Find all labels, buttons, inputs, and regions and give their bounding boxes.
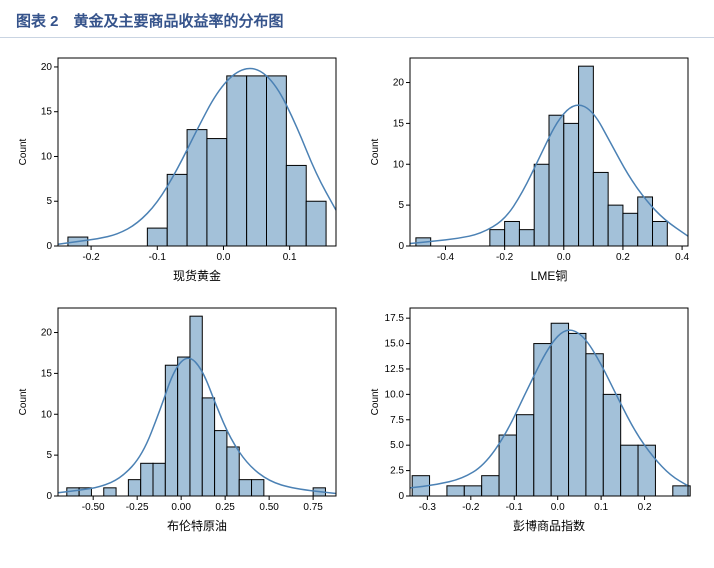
svg-text:20: 20 — [393, 78, 405, 89]
svg-text:0.50: 0.50 — [259, 502, 279, 513]
svg-text:-0.1: -0.1 — [149, 252, 167, 263]
svg-text:5: 5 — [398, 200, 404, 211]
svg-text:0.2: 0.2 — [638, 502, 652, 513]
svg-text:Count: Count — [370, 388, 381, 415]
svg-text:20: 20 — [41, 62, 53, 73]
panel-bcom: -0.3 -0.2 -0.1 0.0 0.1 0.2 0 2.5 5.0 7.5 10.0 12.5 1… — [366, 300, 700, 540]
svg-text:10: 10 — [393, 159, 405, 170]
svg-text:15: 15 — [41, 107, 53, 118]
svg-text:-0.2: -0.2 — [496, 252, 514, 263]
chart-grid: -0.2 -0.1 0.0 0.1 0 5 10 15 20 现货黄金 Count -0.4 -0.2… — [0, 38, 714, 548]
panel-copper: -0.4 -0.2 0.0 0.2 0.4 0 5 10 15 20 LME铜 Count — [366, 50, 700, 290]
svg-text:0.0: 0.0 — [217, 252, 231, 263]
svg-text:-0.25: -0.25 — [126, 502, 149, 513]
svg-text:0.1: 0.1 — [594, 502, 608, 513]
svg-text:0.1: 0.1 — [283, 252, 297, 263]
svg-text:0: 0 — [46, 491, 52, 502]
svg-text:20: 20 — [41, 328, 53, 339]
panel-gold: -0.2 -0.1 0.0 0.1 0 5 10 15 20 现货黄金 Count — [14, 50, 348, 290]
svg-text:17.5: 17.5 — [385, 313, 405, 324]
svg-text:Count: Count — [18, 138, 29, 165]
svg-text:0.0: 0.0 — [551, 502, 565, 513]
svg-text:-0.2: -0.2 — [82, 252, 100, 263]
svg-text:7.5: 7.5 — [390, 415, 404, 426]
svg-text:15: 15 — [393, 118, 405, 129]
svg-text:10: 10 — [41, 409, 53, 420]
svg-text:-0.4: -0.4 — [437, 252, 455, 263]
chart-svg-0: -0.2 -0.1 0.0 0.1 0 5 10 15 20 现货黄金 Count — [14, 50, 344, 290]
svg-text:0.2: 0.2 — [616, 252, 630, 263]
svg-text:12.5: 12.5 — [385, 364, 405, 375]
svg-text:-0.50: -0.50 — [82, 502, 105, 513]
svg-text:2.5: 2.5 — [390, 466, 404, 477]
svg-text:Count: Count — [18, 388, 29, 415]
svg-text:10.0: 10.0 — [385, 389, 405, 400]
svg-text:彭博商品指数: 彭博商品指数 — [513, 518, 585, 533]
svg-text:现货黄金: 现货黄金 — [173, 268, 221, 283]
figure-title: 图表 2 黄金及主要商品收益率的分布图 — [0, 0, 714, 38]
svg-text:15.0: 15.0 — [385, 339, 405, 350]
svg-text:0.00: 0.00 — [171, 502, 191, 513]
svg-text:15: 15 — [41, 368, 53, 379]
svg-text:-0.1: -0.1 — [506, 502, 524, 513]
svg-text:5: 5 — [46, 450, 52, 461]
svg-text:5: 5 — [46, 196, 52, 207]
svg-text:0.4: 0.4 — [675, 252, 689, 263]
svg-text:0.0: 0.0 — [557, 252, 571, 263]
svg-text:10: 10 — [41, 151, 53, 162]
svg-text:0.25: 0.25 — [215, 502, 235, 513]
chart-svg-1: -0.4 -0.2 0.0 0.2 0.4 0 5 10 15 20 LME铜 Count — [366, 50, 696, 290]
svg-text:-0.3: -0.3 — [419, 502, 437, 513]
svg-text:0: 0 — [46, 241, 52, 252]
svg-text:Count: Count — [370, 138, 381, 165]
chart-svg-2: -0.50 -0.25 0.00 0.25 0.50 0.75 0 5 10 15 20 布伦特原油 C… — [14, 300, 344, 540]
chart-svg-3: -0.3 -0.2 -0.1 0.0 0.1 0.2 0 2.5 5.0 7.5 10.0 12.5 1… — [366, 300, 696, 540]
svg-text:LME铜: LME铜 — [531, 268, 568, 283]
svg-text:-0.2: -0.2 — [462, 502, 480, 513]
panel-brent: -0.50 -0.25 0.00 0.25 0.50 0.75 0 5 10 15 20 布伦特原油 C… — [14, 300, 348, 540]
svg-text:布伦特原油: 布伦特原油 — [167, 518, 227, 533]
svg-text:0.75: 0.75 — [303, 502, 323, 513]
svg-text:5.0: 5.0 — [390, 440, 404, 451]
svg-text:0: 0 — [398, 491, 404, 502]
svg-text:0: 0 — [398, 241, 404, 252]
